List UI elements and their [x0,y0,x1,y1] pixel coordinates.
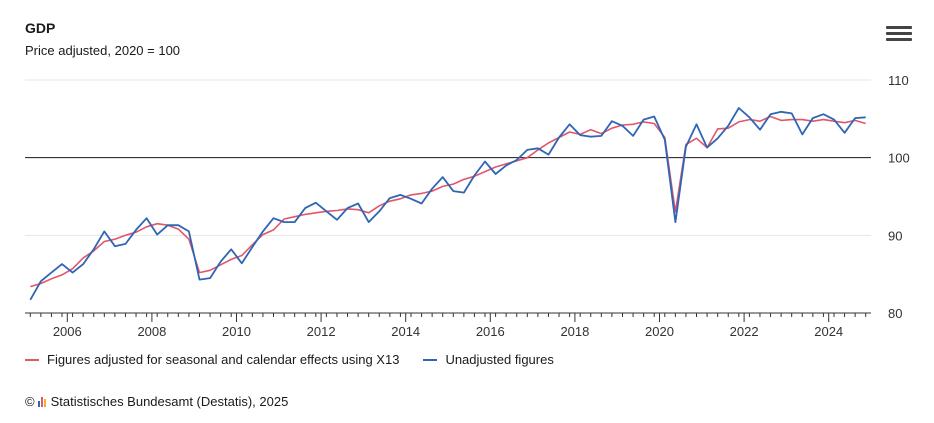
series-adjusted-line[interactable] [30,115,866,288]
y-tick-label-110: 110 [888,73,909,88]
x-tick-label-2018: 2018 [560,324,589,339]
x-tick-label-2024: 2024 [814,324,843,339]
copyright-symbol: © [25,394,35,409]
y-tick-label-100: 100 [888,151,910,166]
hamburger-menu-icon[interactable] [886,24,912,44]
x-tick-label-2022: 2022 [730,324,759,339]
x-tick-label-2014: 2014 [391,324,420,339]
series-layer [29,107,866,301]
x-tick-label-2020: 2020 [645,324,674,339]
legend-label-adjusted: Figures adjusted for seasonal and calend… [47,352,400,367]
legend-item-adjusted[interactable]: Figures adjusted for seasonal and calend… [25,352,399,367]
destatis-logo-icon [37,396,47,407]
y-tick-label-80: 80 [888,306,902,321]
x-tick-label-2008: 2008 [137,324,166,339]
x-tick-label-2016: 2016 [476,324,505,339]
x-tick-label-2012: 2012 [307,324,336,339]
x-axis: 2006 2008 2010 2012 2014 2016 2018 2020 2022 2024 [25,312,871,339]
chart-subtitle: Price adjusted, 2020 = 100 [25,43,181,58]
x-tick-label-2006: 2006 [53,324,82,339]
legend-item-unadjusted[interactable]: Unadjusted figures [423,352,554,367]
series-unadjusted-line[interactable] [29,107,866,301]
chart-legend: Figures adjusted for seasonal and calend… [25,352,578,367]
legend-swatch-unadjusted [423,358,438,361]
y-tick-label-90: 90 [888,228,902,243]
grid-lines [25,79,871,236]
chart-title: GDP [25,20,56,36]
x-tick-label-2010: 2010 [222,324,251,339]
source-credit: © Statistisches Bundesamt (Destatis), 20… [25,394,288,409]
legend-label-unadjusted: Unadjusted figures [445,352,554,367]
y-axis: 80 90 100 110 [888,73,910,321]
legend-swatch-adjusted [25,358,39,361]
source-text: Statistisches Bundesamt (Destatis), 2025 [50,394,289,409]
